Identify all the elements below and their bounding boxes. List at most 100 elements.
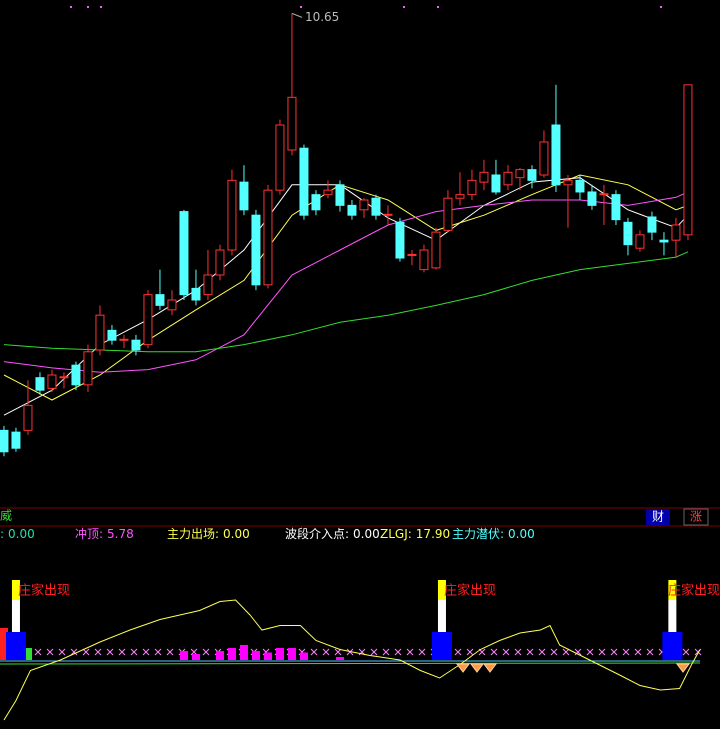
candle-body: [47, 374, 57, 389]
candle-body: [59, 376, 69, 379]
indicator-bar: [335, 657, 344, 660]
x-marker: [382, 648, 390, 656]
x-marker: [562, 648, 570, 656]
x-marker: [418, 648, 426, 656]
indicator-label: 冲顶: 5.78: [75, 526, 134, 541]
x-marker: [82, 648, 90, 656]
x-marker: [682, 648, 690, 656]
candle-body: [623, 221, 633, 246]
x-marker: [70, 648, 78, 656]
candle-body: [359, 199, 369, 211]
candle-body: [527, 169, 537, 181]
x-marker: [34, 648, 42, 656]
candle-body: [347, 204, 357, 216]
x-marker: [538, 648, 546, 656]
x-marker: [502, 648, 510, 656]
indicator-value: 5.78: [107, 527, 134, 541]
candle-body: [155, 294, 165, 306]
candle-body: [119, 338, 129, 341]
moving-average: [3, 174, 689, 401]
candle-body: [659, 239, 669, 243]
candle-body: [515, 169, 525, 179]
indicator-bar: [275, 648, 284, 660]
marker-dot: [660, 6, 662, 8]
candle-body: [575, 179, 585, 193]
x-marker: [106, 648, 114, 656]
x-marker: [94, 648, 102, 656]
signal-label: 庄家出现: [444, 583, 496, 599]
indicator-bar: [263, 652, 272, 660]
candle-body: [71, 364, 81, 386]
candle-body: [383, 213, 393, 216]
candle-body: [563, 179, 573, 186]
indicator-bar: [191, 654, 200, 660]
x-marker: [634, 648, 642, 656]
toolbar-button[interactable]: 财: [652, 510, 664, 524]
button-box[interactable]: [646, 509, 670, 525]
diamond-icon: [470, 663, 484, 673]
candle-body: [611, 194, 621, 221]
candle-body: [335, 184, 345, 206]
x-marker: [490, 648, 498, 656]
x-marker: [130, 648, 138, 656]
diamond-icon: [483, 663, 497, 673]
x-marker: [166, 648, 174, 656]
signal-mid: [437, 600, 446, 632]
diamond-icon: [456, 663, 470, 673]
moving-average: [3, 251, 689, 353]
candle-body: [131, 339, 141, 351]
candle-body: [599, 193, 609, 196]
marker-dot: [300, 6, 302, 8]
signal-top: [11, 580, 20, 600]
indicator-bar: [215, 651, 224, 660]
indicator-value: 17.90: [416, 527, 450, 541]
candle-body: [0, 429, 9, 453]
toolbar-button[interactable]: 涨: [690, 509, 702, 524]
candle-body: [683, 84, 693, 236]
indicator-name: 冲顶:: [75, 526, 103, 541]
x-marker: [550, 648, 558, 656]
candle-body: [215, 249, 225, 276]
indicator-label: 波段介入点: 0.00: [285, 526, 380, 541]
candle-body: [11, 431, 21, 449]
indicator-bar: [179, 651, 188, 660]
signal-base: [662, 632, 683, 660]
candle-body: [491, 174, 501, 193]
candle-body: [203, 274, 213, 296]
candle-body: [35, 377, 45, 391]
candle-body: [299, 147, 309, 216]
signal-top: [437, 580, 446, 600]
signal-top: [668, 580, 677, 600]
x-marker: [598, 648, 606, 656]
indicator-label: 主力潜伏: 0.00: [452, 527, 535, 541]
candle-body: [251, 214, 261, 286]
candle-body: [95, 314, 105, 351]
marker-dot: [403, 6, 405, 8]
marker-dot: [87, 6, 89, 8]
indicator-bar: [251, 651, 260, 660]
marker-dot: [437, 6, 439, 8]
annotation-arrow: [291, 12, 303, 18]
indicator-value: 0.00: [223, 527, 250, 541]
candle-body: [431, 231, 441, 269]
candle-body: [455, 194, 465, 199]
candle-body: [263, 189, 273, 286]
candle-body: [587, 191, 597, 206]
indicator-name: 主力出场:: [167, 527, 219, 541]
moving-average: [3, 177, 689, 416]
diamond-icon: [676, 663, 690, 673]
candle-body: [419, 249, 429, 271]
candle-body: [395, 221, 405, 259]
indicator-label: ZLGJ: 17.90: [380, 527, 450, 541]
candle-body: [371, 197, 381, 216]
candle-body: [167, 299, 177, 311]
x-marker: [118, 648, 126, 656]
signal-bar: [0, 628, 8, 660]
candle-body: [479, 171, 489, 183]
button-box[interactable]: [683, 508, 709, 526]
x-marker: [466, 648, 474, 656]
candle-body: [551, 124, 561, 186]
candle-body: [275, 124, 285, 191]
indicator-label: :0.00: [0, 527, 35, 541]
